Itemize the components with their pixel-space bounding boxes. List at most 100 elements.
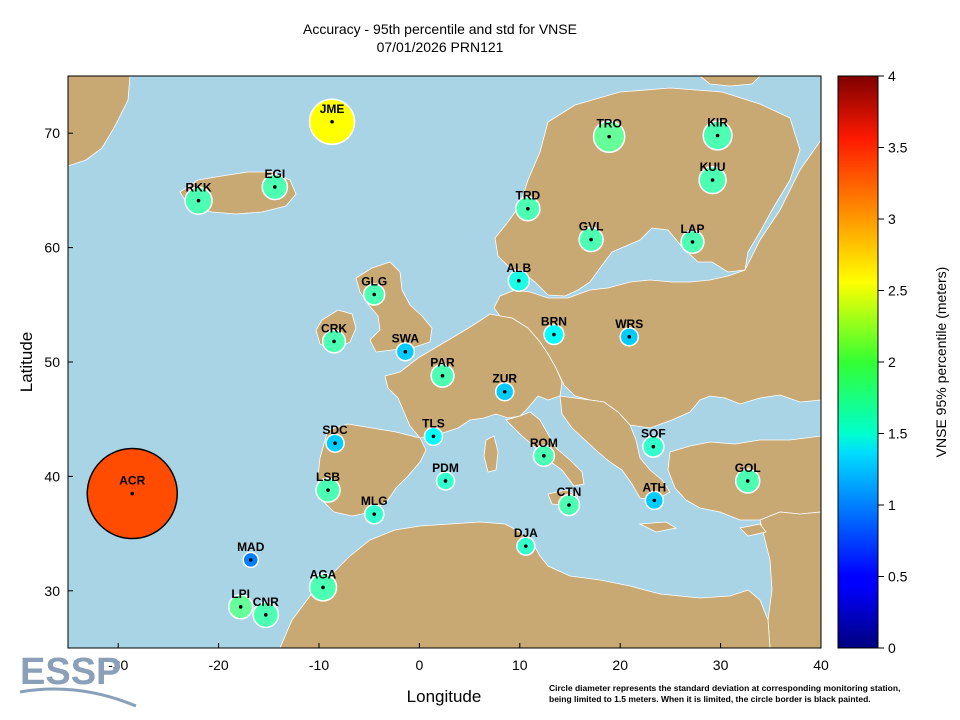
x-tick-label: -30 bbox=[108, 657, 128, 673]
station-point-rom bbox=[542, 454, 546, 458]
station-label-mad: MAD bbox=[237, 540, 265, 554]
x-tick-label: -10 bbox=[309, 657, 329, 673]
station-point-rkk bbox=[196, 198, 201, 203]
station-point-glg bbox=[372, 292, 377, 297]
essp-logo: ESSP bbox=[19, 651, 137, 708]
station-label-wrs: WRS bbox=[615, 317, 643, 331]
x-tick-label: 0 bbox=[416, 657, 424, 673]
station-label-egi: EGI bbox=[264, 167, 285, 181]
station-label-gol: GOL bbox=[735, 461, 761, 475]
x-tick-label: 30 bbox=[713, 657, 729, 673]
station-label-crk: CRK bbox=[321, 321, 347, 335]
colorbar-tick-label: 2.5 bbox=[888, 283, 908, 299]
station-label-gvl: GVL bbox=[579, 220, 604, 234]
station-point-kuu bbox=[710, 178, 715, 182]
y-axis-ticks: 30 40 50 60 70 bbox=[44, 125, 73, 599]
station-point-gvl bbox=[589, 237, 593, 242]
land-cyprus bbox=[739, 523, 767, 537]
station-point-mad bbox=[248, 558, 253, 562]
station-label-lap: LAP bbox=[680, 222, 704, 236]
station-label-lpi: LPI bbox=[231, 587, 250, 601]
chart-title: Accuracy - 95th percentile and std for V… bbox=[0, 20, 880, 56]
station-point-swa bbox=[403, 349, 408, 354]
station-point-acr bbox=[130, 491, 135, 496]
station-label-tro: TRO bbox=[596, 117, 621, 131]
x-axis-ticks: -30 -20 -10 0 10 20 30 40 bbox=[108, 643, 829, 673]
colorbar-tick-label: 0 bbox=[888, 640, 896, 656]
footnote: Circle diameter represents the standard … bbox=[549, 683, 959, 705]
station-label-ctn: CTN bbox=[557, 485, 582, 499]
station-label-jme: JME bbox=[320, 102, 345, 116]
land-crete bbox=[638, 521, 678, 533]
station-label-zur: ZUR bbox=[492, 372, 517, 386]
station-label-ath: ATH bbox=[642, 480, 666, 494]
title-line-1: Accuracy - 95th percentile and std for V… bbox=[303, 21, 577, 37]
station-point-kir bbox=[715, 133, 720, 138]
land-eastern-europe bbox=[493, 139, 821, 429]
station-label-swa: SWA bbox=[392, 332, 420, 346]
colorbar-tick-label: 1 bbox=[888, 497, 896, 513]
station-label-kir: KIR bbox=[707, 115, 728, 129]
station-point-sof bbox=[651, 444, 656, 449]
station-point-lap bbox=[690, 240, 695, 244]
logo-text: ESSP bbox=[20, 651, 121, 693]
station-point-tro bbox=[607, 134, 611, 139]
station-point-wrs bbox=[627, 335, 632, 339]
colorbar-ticks: 0 0.5 1 1.5 2 2.5 3 3.5 4 bbox=[878, 68, 908, 656]
station-label-kuu: KUU bbox=[700, 160, 726, 174]
x-axis-label: Longitude bbox=[407, 687, 482, 706]
station-label-brn: BRN bbox=[541, 315, 567, 329]
station-label-sdc: SDC bbox=[322, 423, 348, 437]
x-tick-label: 40 bbox=[813, 657, 829, 673]
station-point-cnr bbox=[263, 613, 268, 617]
y-tick-label: 60 bbox=[44, 240, 60, 256]
station-point-tls bbox=[431, 434, 436, 439]
station-point-gol bbox=[745, 479, 750, 483]
station-label-glg: GLG bbox=[361, 275, 387, 289]
station-label-pdm: PDM bbox=[432, 461, 459, 475]
logo-swoosh-icon bbox=[19, 687, 137, 708]
station-point-dja bbox=[524, 544, 528, 548]
footnote-line-2: being limited to 1.5 meters. When it is … bbox=[549, 694, 871, 704]
colorbar-label: VNSE 95% percentile (meters) bbox=[933, 267, 949, 458]
station-point-egi bbox=[273, 185, 277, 189]
x-tick-label: 20 bbox=[612, 657, 628, 673]
station-point-ath bbox=[652, 498, 657, 503]
station-point-jme bbox=[330, 119, 334, 124]
station-point-lsb bbox=[326, 488, 330, 492]
station-point-ctn bbox=[567, 503, 571, 507]
land-central-europe bbox=[384, 313, 563, 439]
y-tick-label: 30 bbox=[44, 583, 60, 599]
land-greenland bbox=[68, 76, 131, 167]
title-line-2: 07/01/2026 PRN121 bbox=[376, 39, 504, 55]
station-label-par: PAR bbox=[430, 356, 455, 370]
x-tick-label: 10 bbox=[512, 657, 528, 673]
footnote-line-1: Circle diameter represents the standard … bbox=[549, 683, 901, 693]
land-svalbard bbox=[699, 76, 761, 87]
land-north-africa bbox=[279, 521, 771, 648]
station-label-rom: ROM bbox=[530, 436, 558, 450]
colorbar-tick-label: 1.5 bbox=[888, 426, 908, 442]
colorbar-tick-label: 3.5 bbox=[888, 140, 908, 156]
land-masses bbox=[68, 76, 821, 648]
station-label-rkk: RKK bbox=[186, 181, 212, 195]
x-tick-label: -20 bbox=[208, 657, 228, 673]
station-label-aga: AGA bbox=[310, 567, 337, 581]
station-label-acr: ACR bbox=[119, 474, 145, 488]
land-sardinia bbox=[483, 435, 499, 473]
station-point-aga bbox=[321, 585, 325, 590]
station-point-sdc bbox=[333, 441, 337, 446]
colorbar-tick-label: 0.5 bbox=[888, 569, 908, 585]
station-label-trd: TRD bbox=[515, 189, 540, 203]
station-label-sof: SOF bbox=[641, 427, 666, 441]
station-point-lpi bbox=[238, 605, 243, 609]
y-tick-label: 70 bbox=[44, 125, 60, 141]
station-markers: ACR JME TRO KIR KUU RKK AGA EGI CNR TRD GVL LSB GOL L… bbox=[86, 98, 761, 629]
station-point-zur bbox=[502, 389, 507, 394]
land-balkans bbox=[559, 395, 671, 501]
station-point-brn bbox=[552, 332, 556, 337]
y-tick-label: 40 bbox=[44, 468, 60, 484]
station-point-alb bbox=[516, 278, 521, 283]
y-axis-label: Latitude bbox=[17, 332, 36, 393]
